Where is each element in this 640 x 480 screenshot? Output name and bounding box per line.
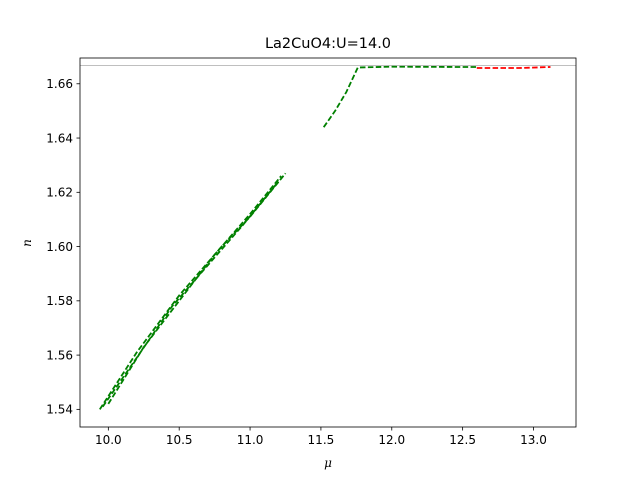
x-axis-label: μ — [324, 456, 332, 470]
y-tick-label: 1.62 — [46, 186, 73, 200]
x-tick-label: 13.0 — [520, 433, 547, 447]
series-1-line-0 — [476, 66, 551, 69]
y-tick-label: 1.56 — [46, 348, 73, 362]
x-tick-label: 10.0 — [95, 433, 122, 447]
x-tick-label: 11.0 — [237, 433, 264, 447]
y-tick-label: 1.66 — [46, 77, 73, 91]
x-tick-label: 12.5 — [449, 433, 476, 447]
x-tick-label: 10.5 — [166, 433, 193, 447]
chart-title: La2CuO4:U=14.0 — [265, 36, 391, 52]
y-tick-label: 1.58 — [46, 294, 73, 308]
y-axis-label: n — [20, 239, 34, 247]
y-tick-label: 1.54 — [46, 403, 73, 417]
series-0-line-3 — [322, 65, 477, 128]
plot-frame — [79, 57, 577, 428]
x-tick-label: 12.0 — [378, 433, 405, 447]
y-tick-label: 1.64 — [46, 131, 73, 145]
x-tick-label: 11.5 — [308, 433, 335, 447]
plot-area: 10.0 10.5 11.0 11.5 12.0 12.5 13.0 1.54 1.56 1.58… — [46, 57, 577, 447]
y-tick-label: 1.60 — [46, 240, 73, 254]
series-0-line-2 — [107, 175, 282, 405]
